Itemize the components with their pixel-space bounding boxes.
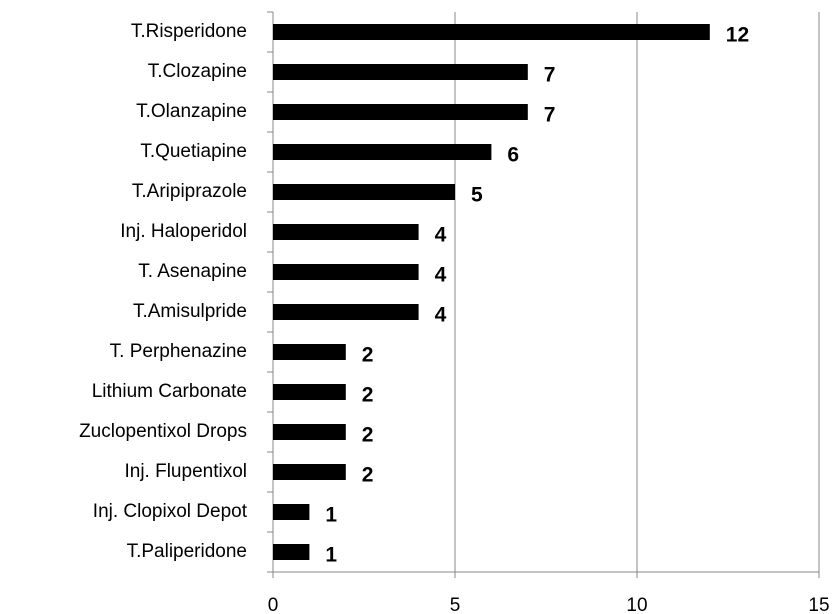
data-label: 5 — [471, 184, 483, 207]
data-label: 7 — [544, 64, 556, 87]
y-tick-label: T. Perphenazine — [110, 341, 247, 362]
data-label: 7 — [544, 104, 556, 127]
y-tick-label: T.Quetiapine — [140, 141, 247, 162]
x-tick-label: 15 — [808, 595, 829, 614]
data-label: 6 — [507, 144, 519, 167]
x-tick-label: 10 — [626, 595, 647, 614]
y-tick-label: Zuclopentixol Drops — [79, 421, 247, 442]
y-tick-label: T.Clozapine — [148, 61, 247, 82]
x-tick-label: 5 — [450, 595, 461, 614]
data-label: 12 — [726, 24, 749, 47]
bar — [273, 504, 310, 520]
y-tick-label: Lithium Carbonate — [92, 381, 247, 402]
y-tick-label: T.Amisulpride — [133, 301, 247, 322]
y-tick-label: T.Risperidone — [131, 21, 247, 42]
bar — [273, 224, 419, 240]
bar — [273, 304, 419, 320]
bar — [273, 64, 528, 80]
y-tick-label: T.Paliperidone — [127, 541, 247, 562]
y-tick-label: T.Aripiprazole — [132, 181, 247, 202]
data-label: 2 — [362, 384, 374, 407]
bar — [273, 24, 710, 40]
x-tick-label: 0 — [268, 595, 279, 614]
bar — [273, 384, 346, 400]
bar — [273, 544, 310, 560]
bar — [273, 344, 346, 360]
data-label: 4 — [435, 264, 447, 287]
data-label: 1 — [325, 504, 337, 527]
y-tick-label: T.Olanzapine — [136, 101, 247, 122]
y-tick-label: T. Asenapine — [138, 261, 247, 282]
bar — [273, 184, 455, 200]
data-label: 2 — [362, 424, 374, 447]
data-label: 2 — [362, 344, 374, 367]
data-label: 2 — [362, 464, 374, 487]
data-label: 1 — [325, 544, 337, 567]
y-tick-label: Inj. Clopixol Depot — [93, 501, 248, 522]
bar — [273, 104, 528, 120]
bar — [273, 424, 346, 440]
y-tick-label: Inj. Haloperidol — [120, 221, 247, 242]
data-label: 4 — [435, 304, 447, 327]
data-label: 4 — [435, 224, 447, 247]
y-tick-label: Inj. Flupentixol — [124, 461, 247, 482]
bar — [273, 144, 492, 160]
bar — [273, 264, 419, 280]
bar — [273, 464, 346, 480]
